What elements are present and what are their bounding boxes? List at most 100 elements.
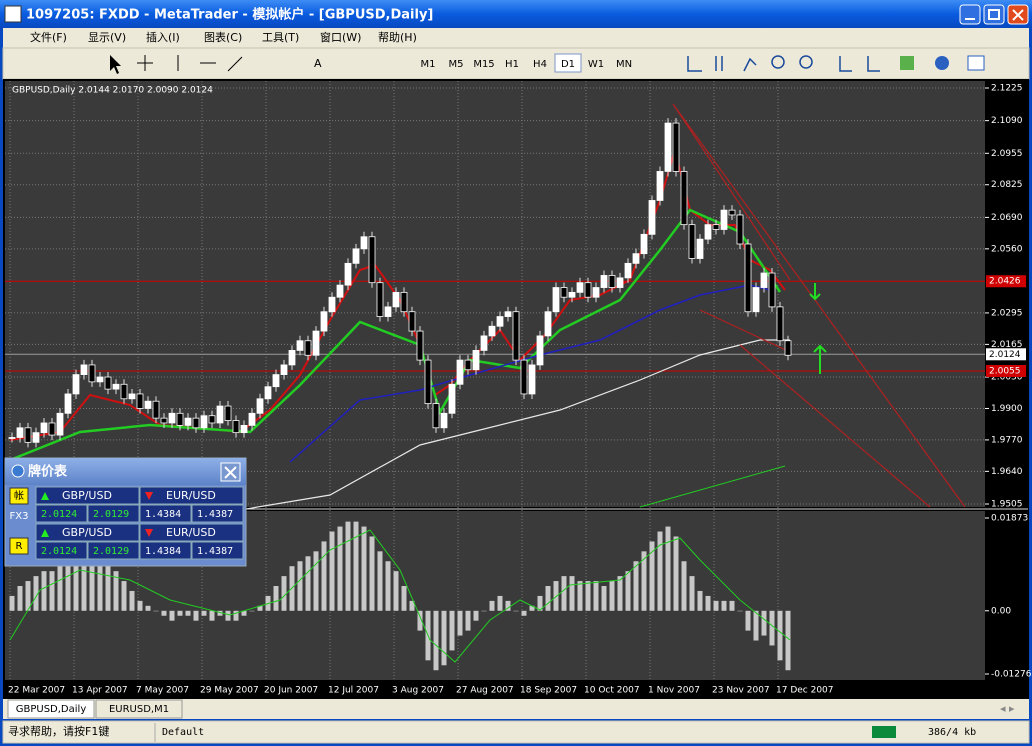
macd-bar <box>49 571 55 611</box>
candle <box>504 311 512 317</box>
status-traffic: 386/4 kb <box>928 727 976 738</box>
timeframe-button[interactable]: H4 <box>533 59 547 70</box>
candle <box>528 364 536 395</box>
macd-bar <box>145 605 151 611</box>
timeframe-button[interactable]: M1 <box>421 59 436 70</box>
timeframe-button[interactable]: M15 <box>473 59 494 70</box>
timeframe-button[interactable]: D1 <box>561 59 575 70</box>
candle <box>720 209 728 230</box>
timeframe-button[interactable]: MN <box>616 59 632 70</box>
macd-bar <box>233 610 239 621</box>
macd-bar <box>673 536 679 611</box>
price-tick-label: 2.0165 <box>991 340 1023 350</box>
macd-bar <box>137 600 143 611</box>
candle <box>512 311 520 361</box>
macd-bar <box>41 571 47 611</box>
candle <box>768 272 776 308</box>
macd-bar <box>633 561 639 611</box>
candle <box>440 412 448 429</box>
chart-tools[interactable] <box>687 55 880 72</box>
date-label: 20 Jun 2007 <box>264 686 318 696</box>
date-label: 23 Nov 2007 <box>712 686 770 696</box>
macd-bar <box>769 610 775 646</box>
tab[interactable] <box>7 699 95 719</box>
level-label-box <box>986 364 1026 377</box>
menu-item[interactable]: 文件(F) <box>30 30 67 44</box>
macd-bar <box>561 576 567 611</box>
candle <box>8 437 16 439</box>
candle <box>272 374 280 388</box>
candle <box>480 335 488 351</box>
candle <box>400 291 408 313</box>
menu-item[interactable]: 工具(T) <box>262 31 299 44</box>
bid-price: 1.4384 <box>145 546 181 557</box>
candle <box>632 253 640 264</box>
candle <box>296 340 304 351</box>
timeframe-button[interactable]: M5 <box>449 59 464 70</box>
side-button[interactable]: FX3 <box>10 511 29 522</box>
cursor-tool[interactable] <box>110 55 121 74</box>
side-button-bg <box>9 537 29 555</box>
minimize-button[interactable] <box>959 4 981 25</box>
draw-tools[interactable] <box>137 55 243 72</box>
side-button[interactable]: R <box>16 541 23 552</box>
price-panel-body: 帐 FX3 R GBP/USD 2.0124 2.0129 EUR/USD 1.4384 1.4… <box>9 486 244 560</box>
candle <box>552 287 560 313</box>
tab[interactable] <box>95 699 183 719</box>
maximize-button[interactable] <box>983 4 1005 25</box>
macd-bar <box>577 581 583 611</box>
macd-bar <box>65 561 71 611</box>
candle <box>376 282 384 317</box>
macd-bar <box>177 610 183 616</box>
macd-bar <box>377 551 383 611</box>
bid-price: 1.4384 <box>145 509 181 520</box>
candle <box>88 364 96 383</box>
macd-bar <box>625 571 631 611</box>
menu-item[interactable]: 窗口(W) <box>320 30 361 44</box>
candle <box>384 306 392 317</box>
candle <box>416 330 424 361</box>
menu-item[interactable]: 插入(I) <box>146 30 180 44</box>
price-tick-label: 2.0955 <box>991 149 1023 159</box>
menu-item[interactable]: 帮助(H) <box>378 30 417 44</box>
candle <box>736 214 744 245</box>
macd-bar <box>481 610 487 612</box>
side-button[interactable]: 帐 <box>14 489 24 502</box>
macd-bar <box>713 600 719 611</box>
candle <box>232 420 240 434</box>
menu-item[interactable]: 图表(C) <box>204 30 242 44</box>
bid-cell <box>139 541 192 560</box>
macd-bar <box>553 581 559 611</box>
candle <box>496 316 504 327</box>
macd-bar <box>313 551 319 611</box>
template-button[interactable] <box>967 55 985 71</box>
window-title: 1097205: FXDD - MetaTrader - 模拟帐户 - [GBP… <box>26 7 433 23</box>
menu-item[interactable]: 显示(V) <box>88 31 126 44</box>
status-bar <box>2 720 1030 744</box>
macd-tick-label: 0.00 <box>991 606 1011 616</box>
candle <box>336 284 344 298</box>
candle <box>360 236 368 250</box>
macd-bar <box>129 590 135 611</box>
macd-tick-label: 0.01873 <box>991 514 1028 524</box>
candle <box>432 403 440 429</box>
candle <box>152 400 160 419</box>
macd-bar <box>281 576 287 611</box>
candle <box>192 417 200 429</box>
macd-bar <box>449 610 455 651</box>
macd-bar <box>337 526 343 611</box>
up-triangle <box>41 492 49 500</box>
period-button[interactable] <box>935 56 949 70</box>
macd-bar <box>689 576 695 611</box>
indicator-button[interactable] <box>900 56 914 70</box>
timeframe-button[interactable]: H1 <box>505 59 519 70</box>
candle <box>760 272 768 288</box>
macd-bar <box>249 610 255 612</box>
macd-bar <box>345 521 351 611</box>
text-tool[interactable]: A <box>314 57 322 70</box>
macd-bar <box>473 610 479 621</box>
timeframe-button[interactable]: W1 <box>588 59 604 70</box>
candle <box>560 287 568 298</box>
macd-bar <box>9 595 15 611</box>
tab-label: EURUSD,M1 <box>109 704 169 715</box>
